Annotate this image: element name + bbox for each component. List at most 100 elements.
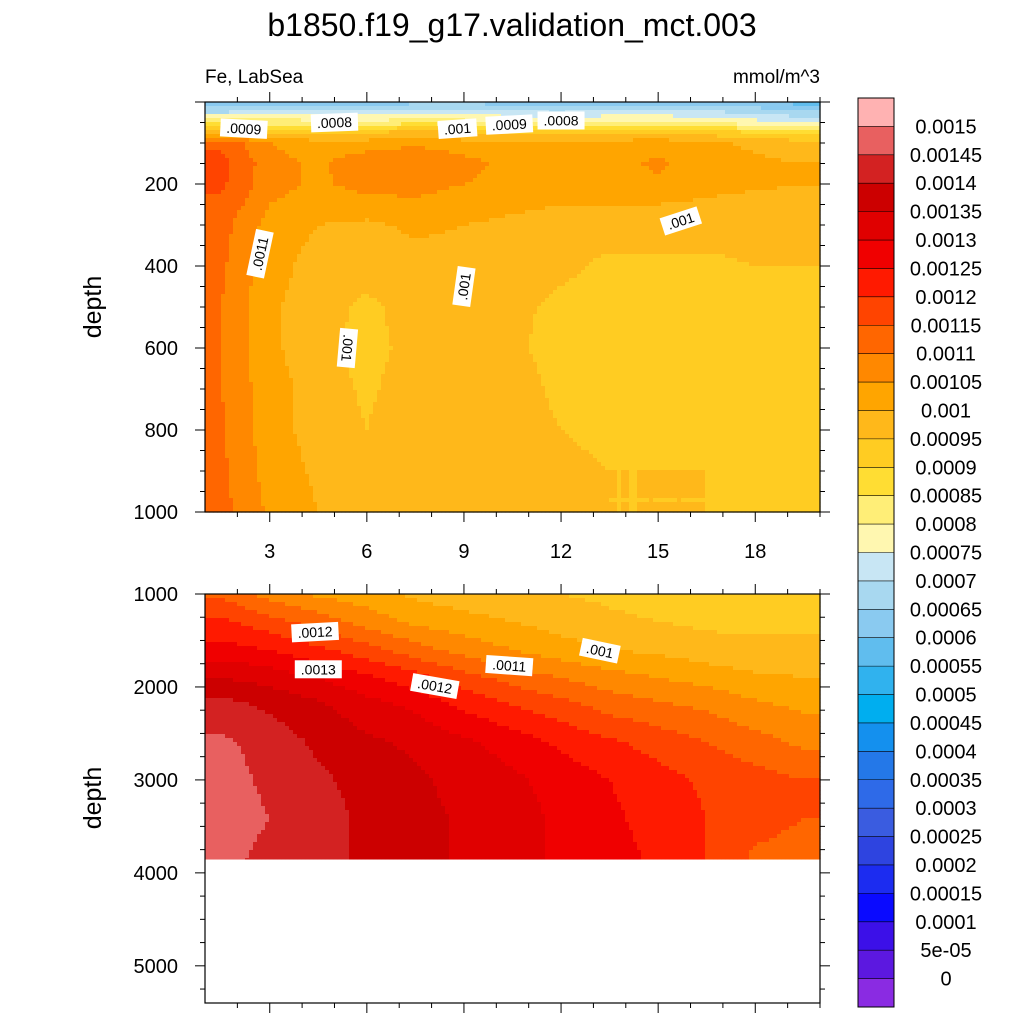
contour-cell: [393, 114, 398, 119]
contour-cell: [497, 166, 502, 171]
contour-cell: [217, 194, 222, 199]
contour-cell: [437, 226, 442, 231]
contour-cell: [705, 106, 710, 111]
contour-cell: [773, 110, 778, 115]
contour-cell: [301, 206, 306, 211]
contour-cell: [333, 134, 338, 139]
contour-cell: [517, 142, 522, 147]
contour-cell: [289, 190, 294, 195]
contour-cell: [681, 178, 686, 183]
contour-cell: [265, 186, 270, 191]
contour-cell: [813, 218, 818, 223]
contour-cell: [233, 174, 238, 179]
contour-cell: [401, 138, 406, 143]
contour-cell: [605, 142, 610, 147]
contour-cell: [733, 122, 738, 127]
contour-cell: [253, 158, 258, 163]
contour-cell: [521, 202, 526, 207]
contour-cell: [553, 206, 558, 211]
contour-cell: [797, 218, 802, 223]
contour-cell: [437, 230, 442, 235]
contour-cell: [285, 150, 290, 155]
contour-cell: [425, 146, 430, 151]
contour-cell: [609, 142, 614, 147]
contour-cell: [613, 110, 618, 115]
contour-cell: [493, 198, 498, 203]
contour-cell: [797, 166, 802, 171]
contour-cell: [425, 166, 430, 171]
contour-cell: [489, 190, 494, 195]
contour-cell: [629, 198, 634, 203]
contour-cell: [297, 122, 302, 127]
contour-cell: [645, 190, 650, 195]
contour-cell: [305, 146, 310, 151]
contour-cell: [233, 202, 238, 207]
contour-cell: [445, 230, 450, 235]
contour-cell: [705, 222, 710, 227]
contour-cell: [205, 206, 210, 211]
contour-cell: [213, 146, 218, 151]
contour-cell: [445, 146, 450, 151]
contour-cell: [261, 178, 266, 183]
contour-cell: [545, 138, 550, 143]
contour-cell: [641, 142, 646, 147]
contour-cell: [745, 146, 750, 151]
contour-cell: [693, 126, 698, 131]
contour-cell: [793, 226, 798, 231]
contour-cell: [301, 106, 306, 111]
contour-cell: [749, 182, 754, 187]
contour-cell: [409, 166, 414, 171]
contour-cell: [653, 190, 658, 195]
contour-cell: [361, 182, 366, 187]
contour-cell: [729, 110, 734, 115]
contour-cell: [381, 198, 386, 203]
contour-cell: [441, 214, 446, 219]
contour-cell: [573, 174, 578, 179]
contour-cell: [805, 202, 810, 207]
contour-cell: [377, 134, 382, 139]
contour-cell: [621, 194, 626, 199]
contour-cell: [577, 134, 582, 139]
contour-cell: [737, 210, 742, 215]
contour-cell: [817, 186, 821, 191]
contour-cell: [361, 222, 366, 227]
contour-cell: [305, 222, 310, 227]
contour-cell: [705, 162, 710, 167]
contour-cell: [297, 162, 302, 167]
contour-cell: [277, 194, 282, 199]
contour-cell: [541, 226, 546, 231]
contour-cell: [725, 110, 730, 115]
contour-cell: [657, 158, 662, 163]
contour-cell: [305, 198, 310, 203]
contour-cell: [309, 230, 314, 235]
contour-cell: [505, 150, 510, 155]
contour-cell: [605, 158, 610, 163]
contour-cell: [553, 186, 558, 191]
contour-cell: [429, 126, 434, 131]
contour-cell: [361, 162, 366, 167]
contour-cell: [205, 146, 210, 151]
contour-cell: [681, 146, 686, 151]
contour-cell: [737, 214, 742, 219]
contour-cell: [501, 110, 506, 115]
contour-cell: [249, 186, 254, 191]
contour-cell: [273, 158, 278, 163]
contour-cell: [345, 130, 350, 135]
contour-cell: [537, 194, 542, 199]
contour-cell: [409, 158, 414, 163]
contour-cell: [305, 162, 310, 167]
contour-cell: [689, 114, 694, 119]
contour-cell: [233, 154, 238, 159]
contour-cell: [741, 198, 746, 203]
contour-cell: [661, 178, 666, 183]
contour-cell: [485, 202, 490, 207]
contour-cell: [469, 218, 474, 223]
contour-cell: [409, 186, 414, 191]
contour-cell: [217, 230, 222, 235]
contour-cell: [373, 102, 378, 107]
contour-cell: [709, 218, 714, 223]
contour-cell: [521, 226, 526, 231]
contour-cell: [537, 106, 542, 111]
contour-cell: [489, 202, 494, 207]
contour-cell: [457, 170, 462, 175]
